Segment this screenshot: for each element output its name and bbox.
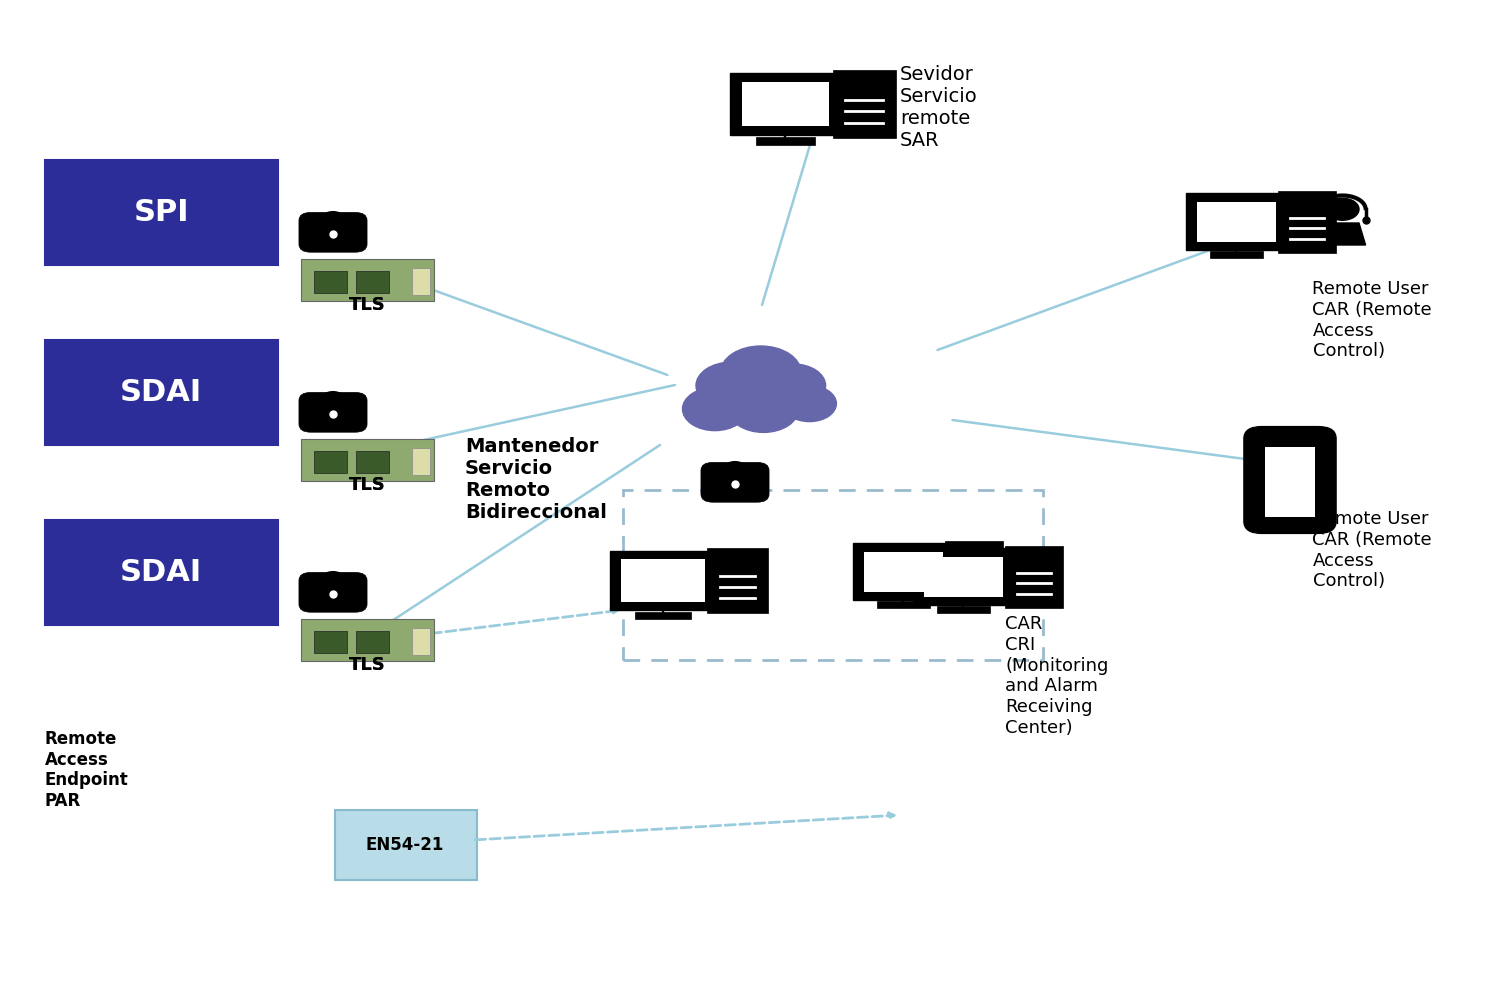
Text: TLS: TLS	[350, 296, 386, 314]
FancyBboxPatch shape	[924, 557, 1004, 597]
FancyBboxPatch shape	[878, 601, 930, 608]
Polygon shape	[1320, 223, 1365, 245]
FancyBboxPatch shape	[411, 628, 429, 655]
FancyBboxPatch shape	[315, 631, 346, 653]
FancyBboxPatch shape	[298, 572, 368, 612]
Circle shape	[760, 364, 825, 407]
FancyBboxPatch shape	[45, 520, 278, 625]
FancyBboxPatch shape	[708, 548, 768, 613]
FancyBboxPatch shape	[1244, 427, 1336, 533]
FancyBboxPatch shape	[1197, 202, 1276, 242]
Circle shape	[783, 386, 837, 422]
FancyBboxPatch shape	[610, 550, 716, 610]
FancyBboxPatch shape	[938, 606, 990, 613]
Circle shape	[696, 362, 766, 409]
FancyBboxPatch shape	[756, 137, 814, 145]
FancyBboxPatch shape	[914, 548, 1014, 605]
FancyBboxPatch shape	[45, 160, 278, 265]
FancyBboxPatch shape	[315, 271, 346, 293]
Text: SDAI: SDAI	[120, 378, 202, 407]
FancyBboxPatch shape	[864, 552, 944, 592]
FancyBboxPatch shape	[741, 82, 830, 126]
Text: TLS: TLS	[350, 476, 386, 494]
Text: SDAI: SDAI	[120, 558, 202, 587]
Circle shape	[710, 384, 770, 423]
Text: SPI: SPI	[134, 198, 189, 227]
Circle shape	[729, 386, 798, 432]
FancyBboxPatch shape	[634, 612, 692, 619]
FancyBboxPatch shape	[1005, 546, 1064, 608]
FancyBboxPatch shape	[357, 451, 390, 473]
Text: TLS: TLS	[350, 656, 386, 674]
FancyBboxPatch shape	[315, 451, 346, 473]
Text: Remote User
CAR (Remote
Access
Control): Remote User CAR (Remote Access Control)	[1312, 510, 1432, 590]
Circle shape	[1326, 198, 1359, 220]
FancyBboxPatch shape	[1186, 193, 1287, 250]
FancyBboxPatch shape	[833, 70, 896, 138]
Text: CAR
CRI
(Monitoring
and Alarm
Receiving
Center): CAR CRI (Monitoring and Alarm Receiving …	[1005, 615, 1108, 737]
FancyBboxPatch shape	[411, 448, 429, 475]
FancyBboxPatch shape	[357, 631, 390, 653]
FancyBboxPatch shape	[357, 271, 390, 293]
FancyBboxPatch shape	[45, 340, 278, 445]
Text: TLS: TLS	[350, 656, 386, 674]
FancyBboxPatch shape	[945, 541, 1004, 603]
Text: Remote User
CAR (Remote
Access
Control): Remote User CAR (Remote Access Control)	[1312, 280, 1432, 360]
Text: Mantenedor
Servicio
Remoto
Bidireccional: Mantenedor Servicio Remoto Bidireccional	[465, 438, 608, 522]
FancyBboxPatch shape	[853, 543, 954, 600]
Text: EN54-21: EN54-21	[366, 836, 444, 854]
Text: Sevidor
Servicio
remote
SAR: Sevidor Servicio remote SAR	[900, 65, 978, 150]
FancyBboxPatch shape	[300, 259, 435, 301]
FancyBboxPatch shape	[300, 439, 435, 481]
FancyBboxPatch shape	[298, 392, 368, 432]
FancyBboxPatch shape	[730, 73, 842, 135]
FancyBboxPatch shape	[1210, 251, 1263, 258]
FancyBboxPatch shape	[411, 268, 429, 295]
Circle shape	[720, 346, 801, 400]
FancyBboxPatch shape	[621, 559, 705, 602]
FancyBboxPatch shape	[300, 619, 435, 661]
Text: TLS: TLS	[350, 296, 386, 314]
FancyBboxPatch shape	[1266, 447, 1314, 517]
FancyBboxPatch shape	[298, 212, 368, 252]
FancyBboxPatch shape	[334, 810, 477, 880]
FancyBboxPatch shape	[1278, 191, 1336, 253]
Text: Remote
Access
Endpoint
PAR: Remote Access Endpoint PAR	[45, 730, 129, 810]
FancyBboxPatch shape	[700, 462, 770, 502]
Text: TLS: TLS	[350, 476, 386, 494]
Circle shape	[682, 387, 747, 431]
